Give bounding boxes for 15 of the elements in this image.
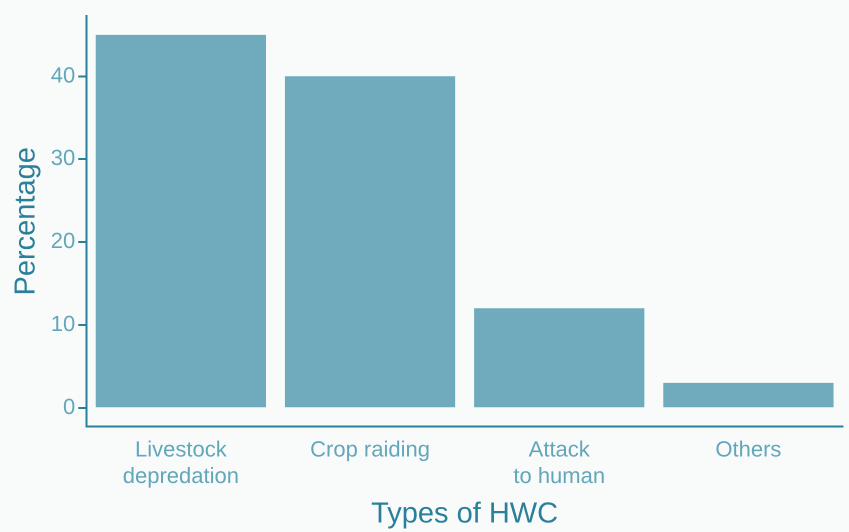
- bar: [663, 382, 834, 408]
- bar: [284, 76, 456, 408]
- x-tick-label: Livestock depredation: [122, 436, 239, 488]
- bar: [96, 34, 266, 408]
- x-tick-label: Crop raiding: [310, 436, 430, 462]
- y-axis-title: Percentage: [9, 147, 42, 296]
- y-tick-label: 40: [50, 62, 76, 88]
- x-tick-label: Attack to human: [513, 436, 606, 488]
- bar: [474, 308, 644, 408]
- y-tick-label: 10: [50, 310, 76, 336]
- y-tick-label: 0: [63, 394, 76, 419]
- y-tick-label: 30: [50, 145, 76, 170]
- x-tick-label: Others: [715, 436, 782, 462]
- y-tick-label: 20: [50, 228, 76, 254]
- x-axis-title: Types of HWC: [371, 498, 558, 530]
